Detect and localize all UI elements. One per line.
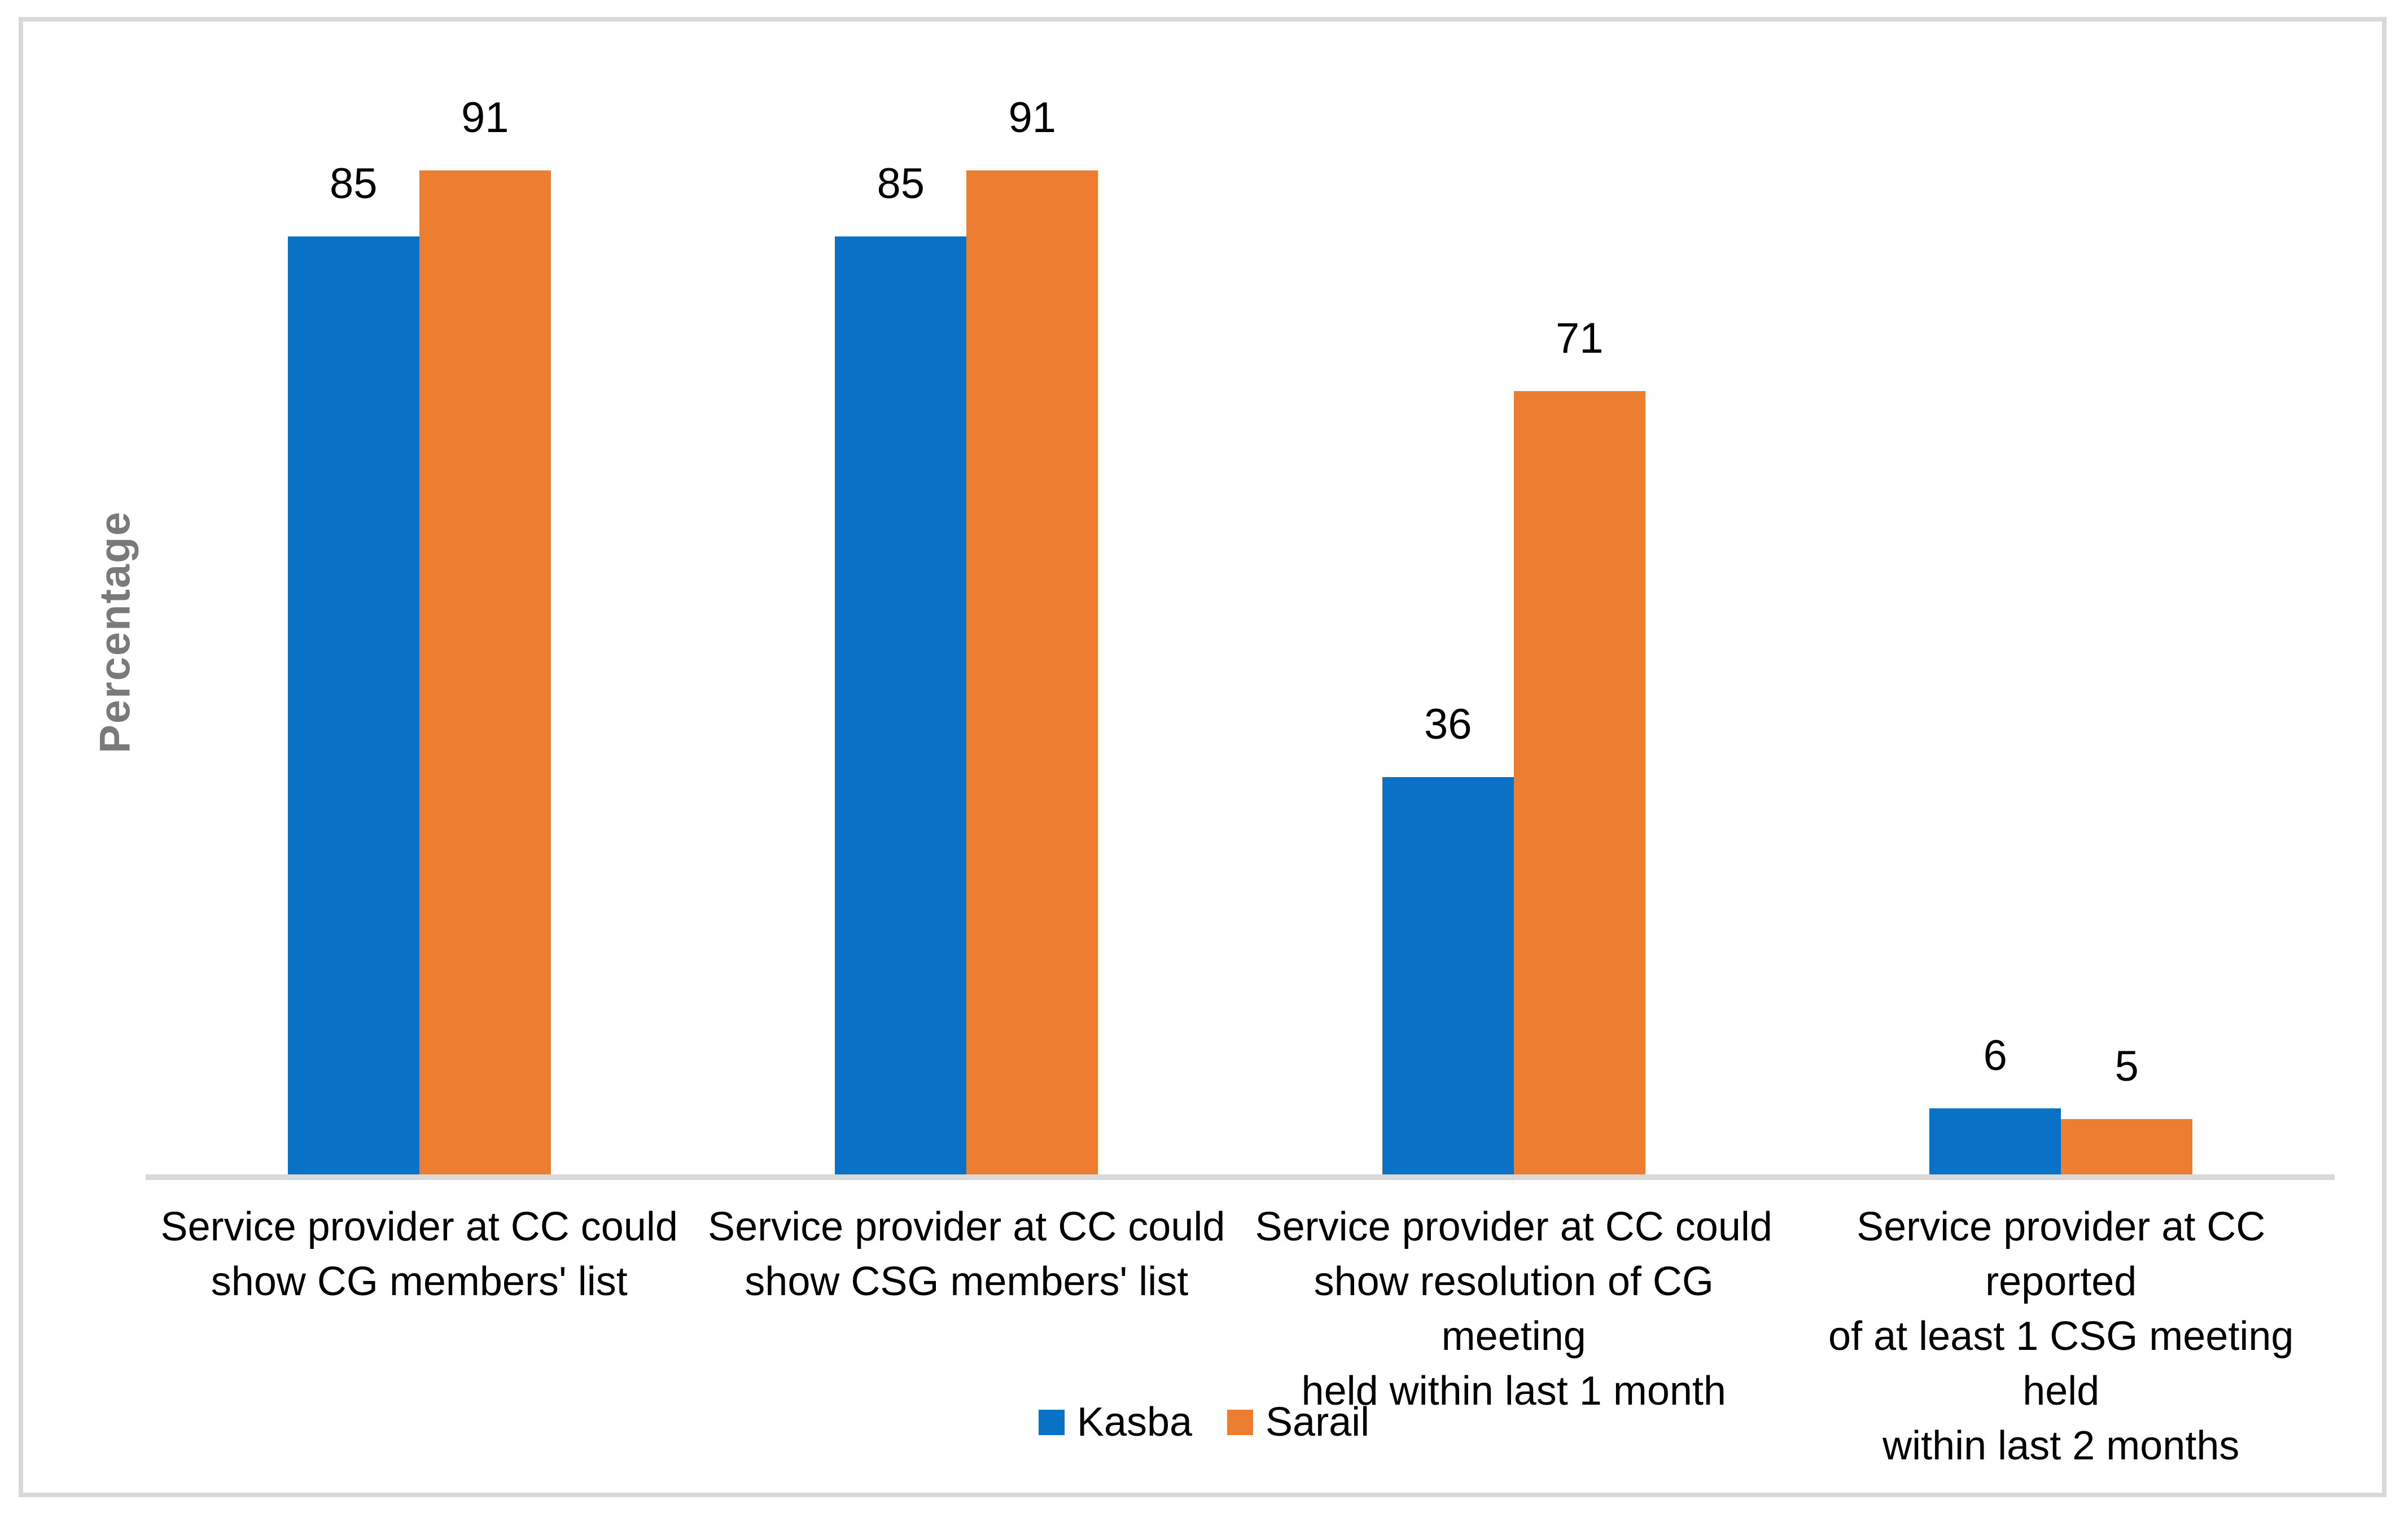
legend-swatch-icon (1227, 1409, 1254, 1435)
legend-label: Sarail (1266, 1400, 1370, 1445)
legend-item-sarail: Sarail (1227, 1402, 1369, 1442)
bar-sarail-cat4 (2061, 1119, 2193, 1174)
bar-kasba-cat2 (835, 236, 967, 1174)
category-axis-labels: Service provider at CC could show CG mem… (146, 1200, 2335, 1468)
legend: Kasba Sarail (0, 1402, 2408, 1442)
category-label-1: Service provider at CC could show CG mem… (160, 1204, 678, 1304)
value-label-sarail-cat1: 91 (461, 94, 509, 142)
bar-sarail-cat1 (419, 170, 551, 1174)
value-label-kasba-cat3: 36 (1424, 700, 1472, 748)
plot-area: 85 85 36 6 91 91 71 5 (146, 71, 2335, 1180)
legend-swatch-icon (1038, 1409, 1065, 1435)
value-label-kasba-cat1: 85 (329, 160, 378, 208)
bar-sarail-cat2 (966, 170, 1098, 1174)
value-label-sarail-cat2: 91 (1008, 94, 1057, 142)
value-label-sarail-cat3: 71 (1555, 314, 1604, 362)
bar-sarail-cat3 (1513, 391, 1645, 1174)
legend-label: Kasba (1076, 1400, 1193, 1445)
category-label-4: Service provider at CC reported of at le… (1828, 1204, 2294, 1468)
category-label-3: Service provider at CC could show resolu… (1255, 1204, 1772, 1414)
value-label-sarail-cat4: 5 (2114, 1042, 2139, 1090)
legend-item-kasba: Kasba (1038, 1400, 1193, 1445)
value-label-kasba-cat2: 85 (877, 160, 925, 208)
y-axis-title: Percentage (91, 511, 139, 753)
value-label-kasba-cat4: 6 (1983, 1032, 2007, 1080)
bar-kasba-cat1 (287, 236, 419, 1174)
bar-kasba-cat4 (1929, 1108, 2061, 1174)
category-label-2: Service provider at CC could show CSG me… (708, 1204, 1225, 1304)
bar-kasba-cat3 (1382, 777, 1514, 1174)
